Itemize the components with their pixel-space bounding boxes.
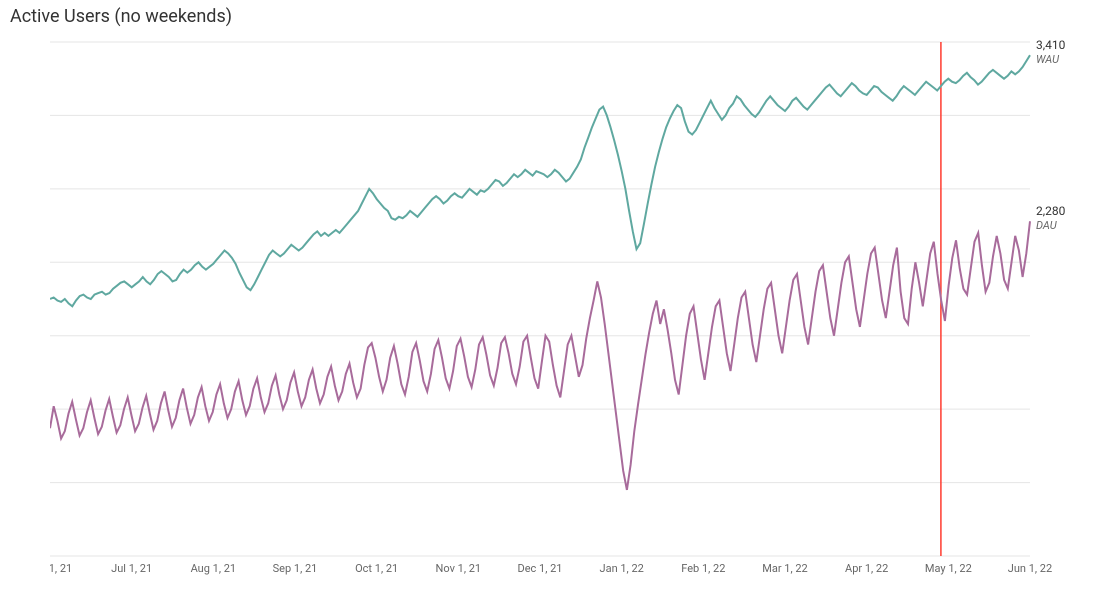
x-tick: Mar 1, 22 <box>762 562 807 575</box>
svg-text:Dec 1, 21: Dec 1, 21 <box>518 562 563 575</box>
svg-text:Jun 1, 22: Jun 1, 22 <box>1008 562 1052 575</box>
x-tick: Jun 1, 21 <box>50 562 72 575</box>
x-tick: Dec 1, 21 <box>518 562 563 575</box>
svg-text:Nov 1, 21: Nov 1, 21 <box>436 562 482 575</box>
chart-plot-area: 0500100015002000250030003500ValueJun 1, … <box>50 34 1090 574</box>
svg-text:DAU: DAU <box>1036 219 1058 232</box>
x-tick: Jul 1, 21 <box>111 562 152 575</box>
svg-text:May 1, 22: May 1, 22 <box>925 562 972 575</box>
svg-text:3,410: 3,410 <box>1036 38 1066 52</box>
svg-text:WAU: WAU <box>1036 53 1060 66</box>
x-tick: Aug 1, 21 <box>191 562 237 575</box>
svg-text:Sep 1, 21: Sep 1, 21 <box>273 562 318 575</box>
chart-title: Active Users (no weekends) <box>10 6 232 27</box>
svg-text:Jul 1, 21: Jul 1, 21 <box>111 562 152 575</box>
svg-text:Jan 1, 22: Jan 1, 22 <box>600 562 644 575</box>
x-tick: Jan 1, 22 <box>600 562 644 575</box>
svg-text:Jun 1, 21: Jun 1, 21 <box>50 562 72 575</box>
y-tick: 2500 <box>50 183 1030 196</box>
y-tick: 500 <box>50 477 1030 490</box>
x-tick: May 1, 22 <box>925 562 972 575</box>
series-end-label-wau: 3,410WAU <box>1036 38 1066 66</box>
svg-text:Feb 1, 22: Feb 1, 22 <box>681 562 725 575</box>
y-tick: 3000 <box>50 109 1030 122</box>
series-dau <box>50 221 1030 490</box>
x-tick: Jun 1, 22 <box>1008 562 1052 575</box>
y-tick: 1500 <box>50 330 1030 343</box>
x-tick: Apr 1, 22 <box>845 562 888 575</box>
series-end-label-dau: 2,280DAU <box>1036 204 1066 232</box>
y-tick: 3500 <box>50 36 1030 49</box>
svg-text:Mar 1, 22: Mar 1, 22 <box>762 562 807 575</box>
x-tick: Feb 1, 22 <box>681 562 725 575</box>
x-tick: Nov 1, 21 <box>436 562 482 575</box>
svg-text:Oct 1, 21: Oct 1, 21 <box>355 562 398 575</box>
x-tick: Oct 1, 21 <box>355 562 398 575</box>
svg-text:Apr 1, 22: Apr 1, 22 <box>845 562 888 575</box>
x-tick: Sep 1, 21 <box>273 562 318 575</box>
svg-text:Aug 1, 21: Aug 1, 21 <box>191 562 237 575</box>
svg-text:2,280: 2,280 <box>1036 204 1066 218</box>
series-wau <box>50 55 1030 306</box>
